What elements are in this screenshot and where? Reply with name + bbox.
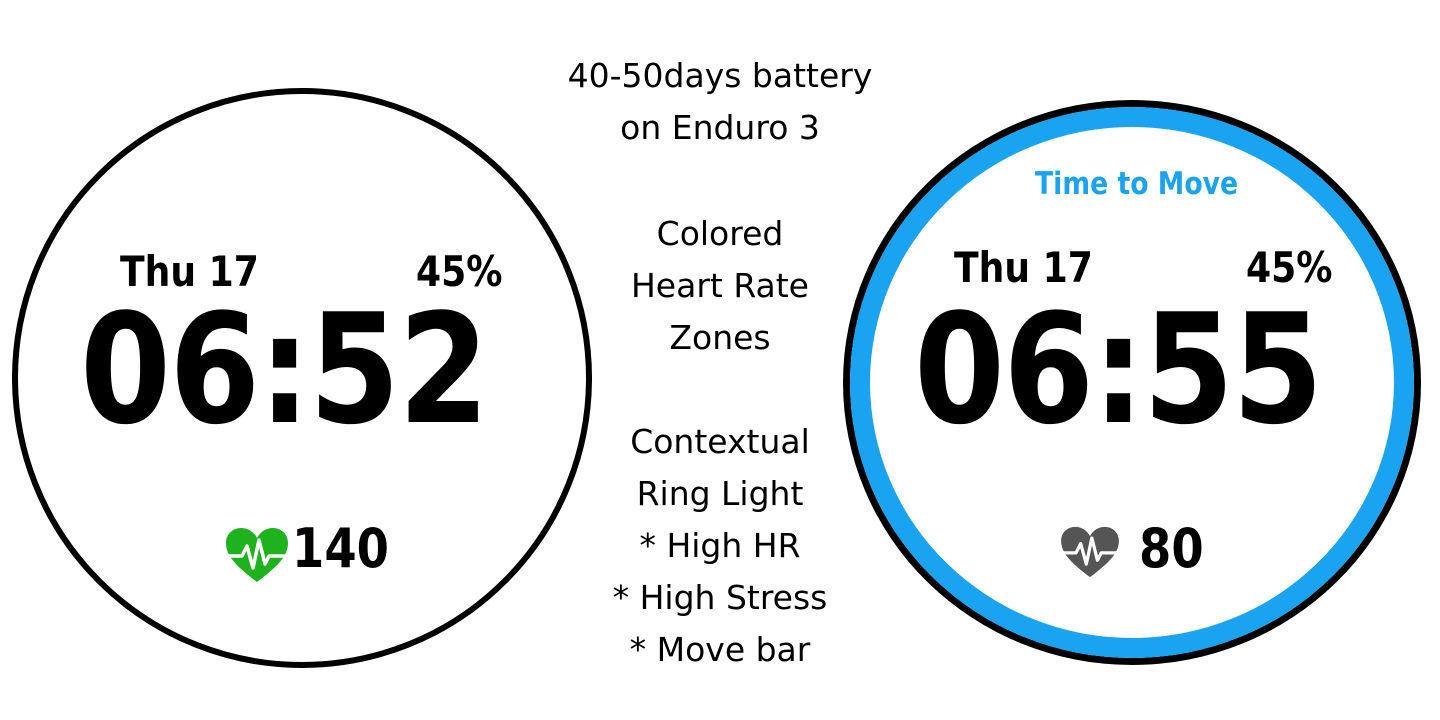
caption-line: on Enduro 3 xyxy=(620,108,820,147)
caption-line: Heart Rate xyxy=(630,266,809,305)
watch-face-left: Thu 17 45% 06:52 140 xyxy=(12,88,592,668)
feature-caption-ring-light: Contextual Ring Light * High HR * High S… xyxy=(560,416,880,676)
caption-line: Colored xyxy=(656,214,784,253)
caption-line: Contextual xyxy=(630,422,810,461)
time-display: 06:52 xyxy=(80,281,489,458)
heart-pulse-icon xyxy=(1059,526,1121,578)
heart-rate-value: 140 xyxy=(292,517,389,580)
caption-line: Ring Light xyxy=(636,474,804,513)
feature-caption-heart-zones: Colored Heart Rate Zones xyxy=(560,208,880,364)
caption-line: * Move bar xyxy=(629,630,811,669)
date-label: Thu 17 xyxy=(120,247,259,296)
battery-label: 45% xyxy=(416,247,503,296)
caption-line: 40-50days battery xyxy=(567,56,873,95)
feature-caption-battery: 40-50days battery on Enduro 3 xyxy=(560,50,880,154)
heart-rate-value: 80 xyxy=(1139,517,1204,580)
battery-label: 45% xyxy=(1246,243,1333,292)
date-label: Thu 17 xyxy=(954,243,1093,292)
caption-line: * High HR xyxy=(639,526,801,565)
heart-pulse-icon xyxy=(224,528,290,582)
caption-line: * High Stress xyxy=(612,578,828,617)
move-alert-label: Time to Move xyxy=(1035,166,1239,202)
watch-face-right: Time to Move Thu 17 45% 06:55 80 xyxy=(843,100,1421,665)
caption-line: Zones xyxy=(669,318,771,357)
time-display: 06:55 xyxy=(914,281,1323,458)
